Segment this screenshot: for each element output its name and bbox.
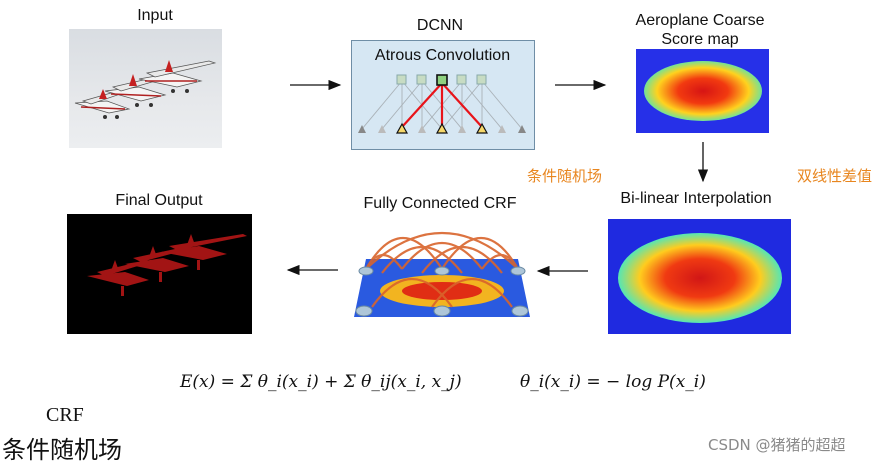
output-nodes: [396, 74, 487, 86]
energy-formula: E(x) = Σ θ_i(x_i) + Σ θ_ij(x_i, x_j): [180, 372, 462, 392]
crf-label: Fully Connected CRF: [363, 195, 517, 212]
bilinear-map: [608, 219, 791, 334]
footer-crf: CRF: [46, 404, 84, 426]
final-output-label: Final Output: [115, 192, 203, 209]
input-label: Input: [137, 7, 173, 24]
crf-illustration: [352, 211, 532, 321]
input-nodes: [358, 122, 526, 134]
atrous-convolution-label: Atrous Convolution: [374, 47, 511, 64]
footer-crf-cn: 条件随机场: [2, 436, 122, 464]
highlighted-node: [436, 74, 448, 86]
crf-cn-annotation: 条件随机场: [527, 167, 603, 185]
coarse-score-label: Aeroplane Coarse Score map: [600, 11, 800, 49]
atrous-network-diagram: [358, 74, 526, 134]
segmentation-mask: [87, 234, 247, 296]
input-image: [69, 29, 222, 148]
unary-formula: θ_i(x_i) = − log P(x_i): [520, 372, 706, 392]
coarse-score-label-line2: Score map: [661, 31, 739, 48]
coarse-score-label-line1: Aeroplane Coarse: [635, 12, 765, 29]
bilinear-label: Bi-linear Interpolation: [620, 190, 772, 207]
crf-graph: [354, 231, 530, 317]
final-output-image: [67, 214, 252, 334]
dcnn-label: DCNN: [416, 17, 464, 34]
watermark: CSDN @猪猪的超超: [708, 436, 846, 454]
plane-3: [138, 60, 217, 93]
bilinear-cn-annotation: 双线性差值: [797, 167, 873, 185]
dcnn-box: Atrous Convolution: [351, 40, 535, 150]
airplanes-illustration: [74, 60, 217, 119]
coarse-score-map: [636, 49, 769, 133]
